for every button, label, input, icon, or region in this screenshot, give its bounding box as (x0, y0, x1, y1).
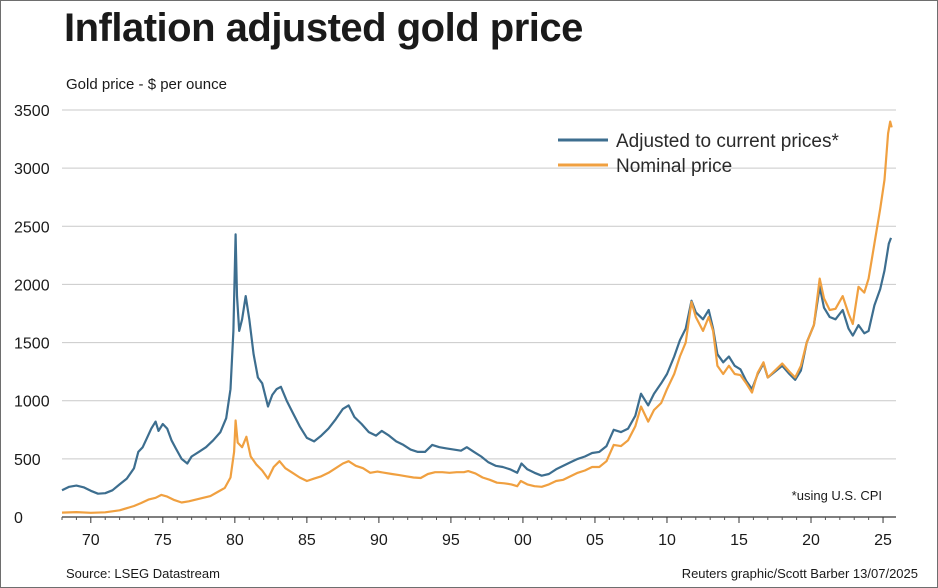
y-tick-label-500: 500 (14, 452, 41, 469)
y-tick-label-2500: 2500 (14, 219, 50, 236)
y-tick-label-2000: 2000 (14, 277, 50, 294)
x-tick-label-05: 05 (586, 532, 604, 549)
y-tick-label-3500: 3500 (14, 103, 50, 120)
y-tick-label-0: 0 (14, 510, 23, 527)
x-tick-label-20: 20 (802, 532, 820, 549)
credit-note: Reuters graphic/Scott Barber 13/07/2025 (681, 566, 918, 581)
y-tick-label-1000: 1000 (14, 394, 50, 411)
x-tick-label-85: 85 (298, 532, 316, 549)
x-tick-label-80: 80 (226, 532, 244, 549)
cpi-footnote: *using U.S. CPI (792, 488, 882, 503)
chart-title: Inflation adjusted gold price (64, 6, 583, 50)
legend-label-adjusted: Adjusted to current prices* (616, 131, 839, 152)
x-tick-label-25: 25 (874, 532, 892, 549)
x-tick-label-75: 75 (154, 532, 172, 549)
y-tick-label-3000: 3000 (14, 161, 50, 178)
x-tick-label-10: 10 (658, 532, 676, 549)
legend-label-nominal: Nominal price (616, 156, 732, 177)
y-tick-label-1500: 1500 (14, 336, 50, 353)
y-axis-label: Gold price - $ per ounce (66, 76, 227, 93)
x-tick-label-00: 00 (514, 532, 532, 549)
series-line-adjusted (61, 233, 893, 495)
series-line-nominal (61, 120, 893, 514)
x-tick-label-90: 90 (370, 532, 388, 549)
source-note: Source: LSEG Datastream (66, 566, 220, 581)
x-tick-label-70: 70 (82, 532, 100, 549)
x-tick-label-15: 15 (730, 532, 748, 549)
x-tick-label-95: 95 (442, 532, 460, 549)
